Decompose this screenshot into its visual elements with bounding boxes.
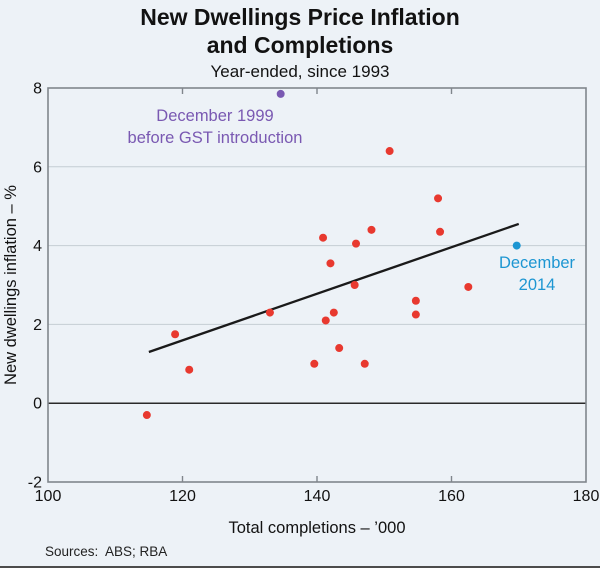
data-point-red [321, 316, 330, 325]
trend-line [148, 222, 520, 354]
x-tick-label: 160 [438, 488, 465, 505]
data-point-red [171, 330, 180, 339]
y-tick-label: 2 [33, 317, 42, 334]
sources-note: Sources: ABS; RBA [45, 544, 168, 559]
y-tick-label: 8 [33, 81, 42, 98]
data-point-red [142, 411, 151, 420]
data-point-red [411, 310, 420, 319]
x-tick-label: 140 [304, 488, 331, 505]
chart-subtitle: Year-ended, since 1993 [210, 62, 390, 81]
gst-annotation-line1: December 1999 [156, 107, 273, 125]
data-point-purple [276, 89, 285, 98]
y-axis-title: New dwellings inflation – % [2, 185, 20, 385]
data-point-red [335, 344, 344, 353]
data-point-red [319, 233, 328, 242]
data-point-red [352, 239, 361, 248]
data-point-red [434, 194, 443, 203]
y-tick-label: 4 [33, 238, 42, 255]
data-point-red [326, 259, 335, 268]
data-point-blue [512, 241, 521, 250]
data-point-red [436, 227, 445, 236]
y-tick-label: 6 [33, 159, 42, 176]
y-tick-label: -2 [28, 475, 42, 492]
dec-2014-annotation-line1: December [499, 254, 576, 272]
gst-annotation-line2: before GST introduction [128, 129, 303, 147]
x-tick-label: 100 [35, 488, 62, 505]
data-point-red [329, 308, 338, 317]
x-axis-title: Total completions – ’000 [228, 519, 405, 537]
data-point-red [411, 296, 420, 305]
chart-title-line2: and Completions [206, 32, 394, 58]
data-point-red [385, 147, 394, 156]
dec-2014-annotation-line2: 2014 [519, 276, 556, 294]
y-tick-label: 0 [33, 396, 42, 413]
data-point-red [464, 282, 473, 291]
data-point-red [185, 365, 194, 374]
data-point-red [360, 359, 369, 368]
bottom-border [0, 566, 600, 568]
chart-title: New Dwellings Price Inflation and Comple… [0, 3, 600, 59]
data-point-red [350, 281, 359, 289]
x-tick-label: 120 [169, 488, 196, 505]
data-point-red [265, 308, 274, 317]
x-tick-label: 180 [573, 488, 600, 505]
chart-title-line1: New Dwellings Price Inflation [140, 4, 460, 30]
data-point-red [367, 225, 376, 234]
plot-frame [47, 87, 587, 483]
data-point-red [310, 359, 319, 368]
